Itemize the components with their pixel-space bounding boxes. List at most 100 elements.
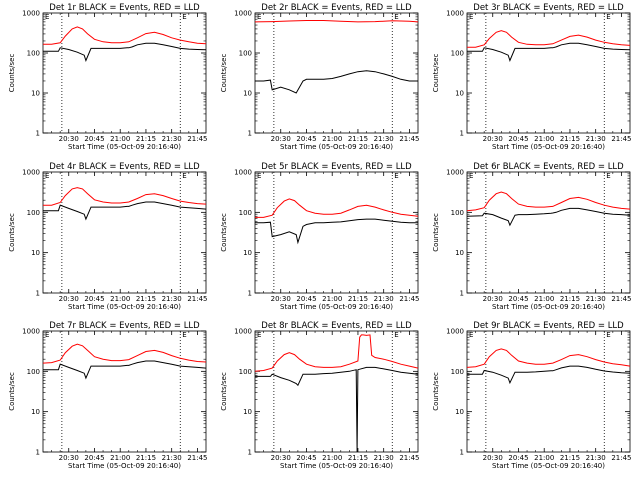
marker-label: E [257, 172, 261, 180]
y-tick-label: 100 [239, 368, 252, 376]
y-axis-label: Counts/sec [8, 213, 16, 252]
plot-frame [42, 12, 207, 134]
x-tick-label: 21:30 [374, 135, 394, 143]
y-tick-label: 1000 [234, 328, 252, 336]
events-series-line [43, 360, 207, 380]
x-tick-label: 21:45 [187, 295, 207, 303]
chart-title: Det 4r BLACK = Events, RED = LLD [49, 162, 200, 172]
marker-label: E [469, 172, 473, 180]
y-tick-label: 100 [239, 50, 252, 58]
y-tick-label: 1 [248, 290, 252, 298]
plot-frame [466, 171, 631, 294]
x-tick-label: 21:30 [162, 454, 182, 462]
y-axis-label: Counts/sec [220, 54, 228, 93]
x-tick-label: 21:15 [348, 454, 368, 462]
y-tick-label: 10 [31, 90, 40, 98]
y-tick-label: 100 [27, 50, 40, 58]
x-tick-label: 21:00 [534, 295, 554, 303]
y-axis-label: Counts/sec [432, 54, 440, 93]
chart-title: Det 6r BLACK = Events, RED = LLD [473, 162, 624, 172]
x-tick-label: 21:30 [586, 454, 606, 462]
plot-frame [254, 330, 419, 453]
x-tick-label: 21:30 [162, 295, 182, 303]
chart-panel-6: Det 6r BLACK = Events, RED = LLD 1 10 100 10… [432, 162, 632, 311]
y-tick-label: 1000 [22, 169, 40, 177]
y-tick-label: 1000 [446, 10, 464, 18]
x-tick-label: 21:15 [136, 295, 156, 303]
x-axis-label: Start Time (05-Oct-09 20:16:40) [492, 143, 605, 151]
lld-series-line [255, 198, 419, 218]
x-tick-label: 20:45 [296, 295, 316, 303]
lld-series-line [466, 191, 631, 212]
y-tick-label: 10 [455, 249, 464, 257]
x-tick-label: 21:45 [187, 454, 207, 462]
x-tick-label: 20:45 [508, 295, 528, 303]
x-tick-label: 20:45 [84, 454, 104, 462]
y-tick-label: 100 [451, 368, 464, 376]
x-axis-label: Start Time (05-Oct-09 20:16:40) [68, 303, 181, 311]
x-tick-label: 20:45 [296, 135, 316, 143]
events-series-line [43, 42, 207, 62]
chart-title: Det 2r BLACK = Events, RED = LLD [261, 3, 412, 13]
marker-label: E [606, 331, 610, 339]
events-series-line [43, 201, 207, 221]
y-tick-label: 1 [36, 449, 40, 457]
y-tick-label: 10 [31, 249, 40, 257]
x-tick-label: 21:30 [586, 295, 606, 303]
x-axis-label: Start Time (05-Oct-09 20:16:40) [280, 143, 393, 151]
chart-panel-8: Det 8r BLACK = Events, RED = LLD 1 10 100 10… [220, 321, 420, 470]
x-tick-label: 21:15 [560, 454, 580, 462]
marker-label: E [394, 13, 398, 21]
x-axis-label: Start Time (05-Oct-09 20:16:40) [280, 462, 393, 470]
marker-label: E [469, 331, 473, 339]
x-tick-label: 21:00 [322, 454, 342, 462]
x-tick-label: 21:45 [399, 295, 419, 303]
x-tick-label: 21:15 [560, 295, 580, 303]
y-tick-label: 1 [248, 449, 252, 457]
x-tick-label: 21:30 [162, 135, 182, 143]
events-series-line [467, 42, 631, 62]
y-tick-label: 1000 [446, 328, 464, 336]
x-tick-label: 21:15 [348, 135, 368, 143]
chart-panel-9: Det 9r BLACK = Events, RED = LLD 1 10 100 10… [432, 321, 632, 470]
marker-label: E [182, 331, 186, 339]
x-axis-label: Start Time (05-Oct-09 20:16:40) [68, 143, 181, 151]
marker-label: E [469, 13, 473, 21]
x-tick-label: 21:45 [399, 135, 419, 143]
y-axis-label: Counts/sec [8, 54, 16, 93]
plot-frame [466, 330, 631, 453]
x-tick-label: 21:15 [136, 454, 156, 462]
x-tick-label: 20:45 [84, 135, 104, 143]
x-tick-label: 20:30 [271, 454, 291, 462]
y-tick-label: 1 [460, 130, 464, 138]
marker-label: E [45, 331, 49, 339]
x-tick-label: 20:45 [84, 295, 104, 303]
marker-label: E [257, 13, 261, 21]
x-tick-label: 21:15 [136, 135, 156, 143]
x-tick-label: 20:30 [483, 295, 503, 303]
marker-label: E [45, 13, 49, 21]
chart-panel-4: Det 4r BLACK = Events, RED = LLD 1 10 100 10… [8, 162, 208, 311]
x-tick-label: 21:45 [611, 295, 631, 303]
x-axis-label: Start Time (05-Oct-09 20:16:40) [68, 462, 181, 470]
x-tick-label: 20:30 [483, 454, 503, 462]
x-tick-label: 20:30 [483, 135, 503, 143]
y-tick-label: 1000 [22, 328, 40, 336]
chart-title: Det 9r BLACK = Events, RED = LLD [473, 321, 624, 331]
chart-title: Det 7r BLACK = Events, RED = LLD [49, 321, 200, 331]
y-axis-label: Counts/sec [220, 213, 228, 252]
x-axis-label: Start Time (05-Oct-09 20:16:40) [492, 303, 605, 311]
y-tick-label: 1 [460, 449, 464, 457]
y-tick-label: 1 [36, 290, 40, 298]
y-tick-label: 1000 [234, 10, 252, 18]
x-tick-label: 20:30 [59, 295, 79, 303]
plot-frame [466, 12, 631, 134]
y-tick-label: 10 [243, 408, 252, 416]
x-tick-label: 21:30 [586, 135, 606, 143]
marker-label: E [606, 172, 610, 180]
lld-series-line [254, 20, 419, 23]
marker-label: E [394, 172, 398, 180]
y-tick-label: 1 [36, 130, 40, 138]
y-axis-label: Counts/sec [432, 372, 440, 411]
